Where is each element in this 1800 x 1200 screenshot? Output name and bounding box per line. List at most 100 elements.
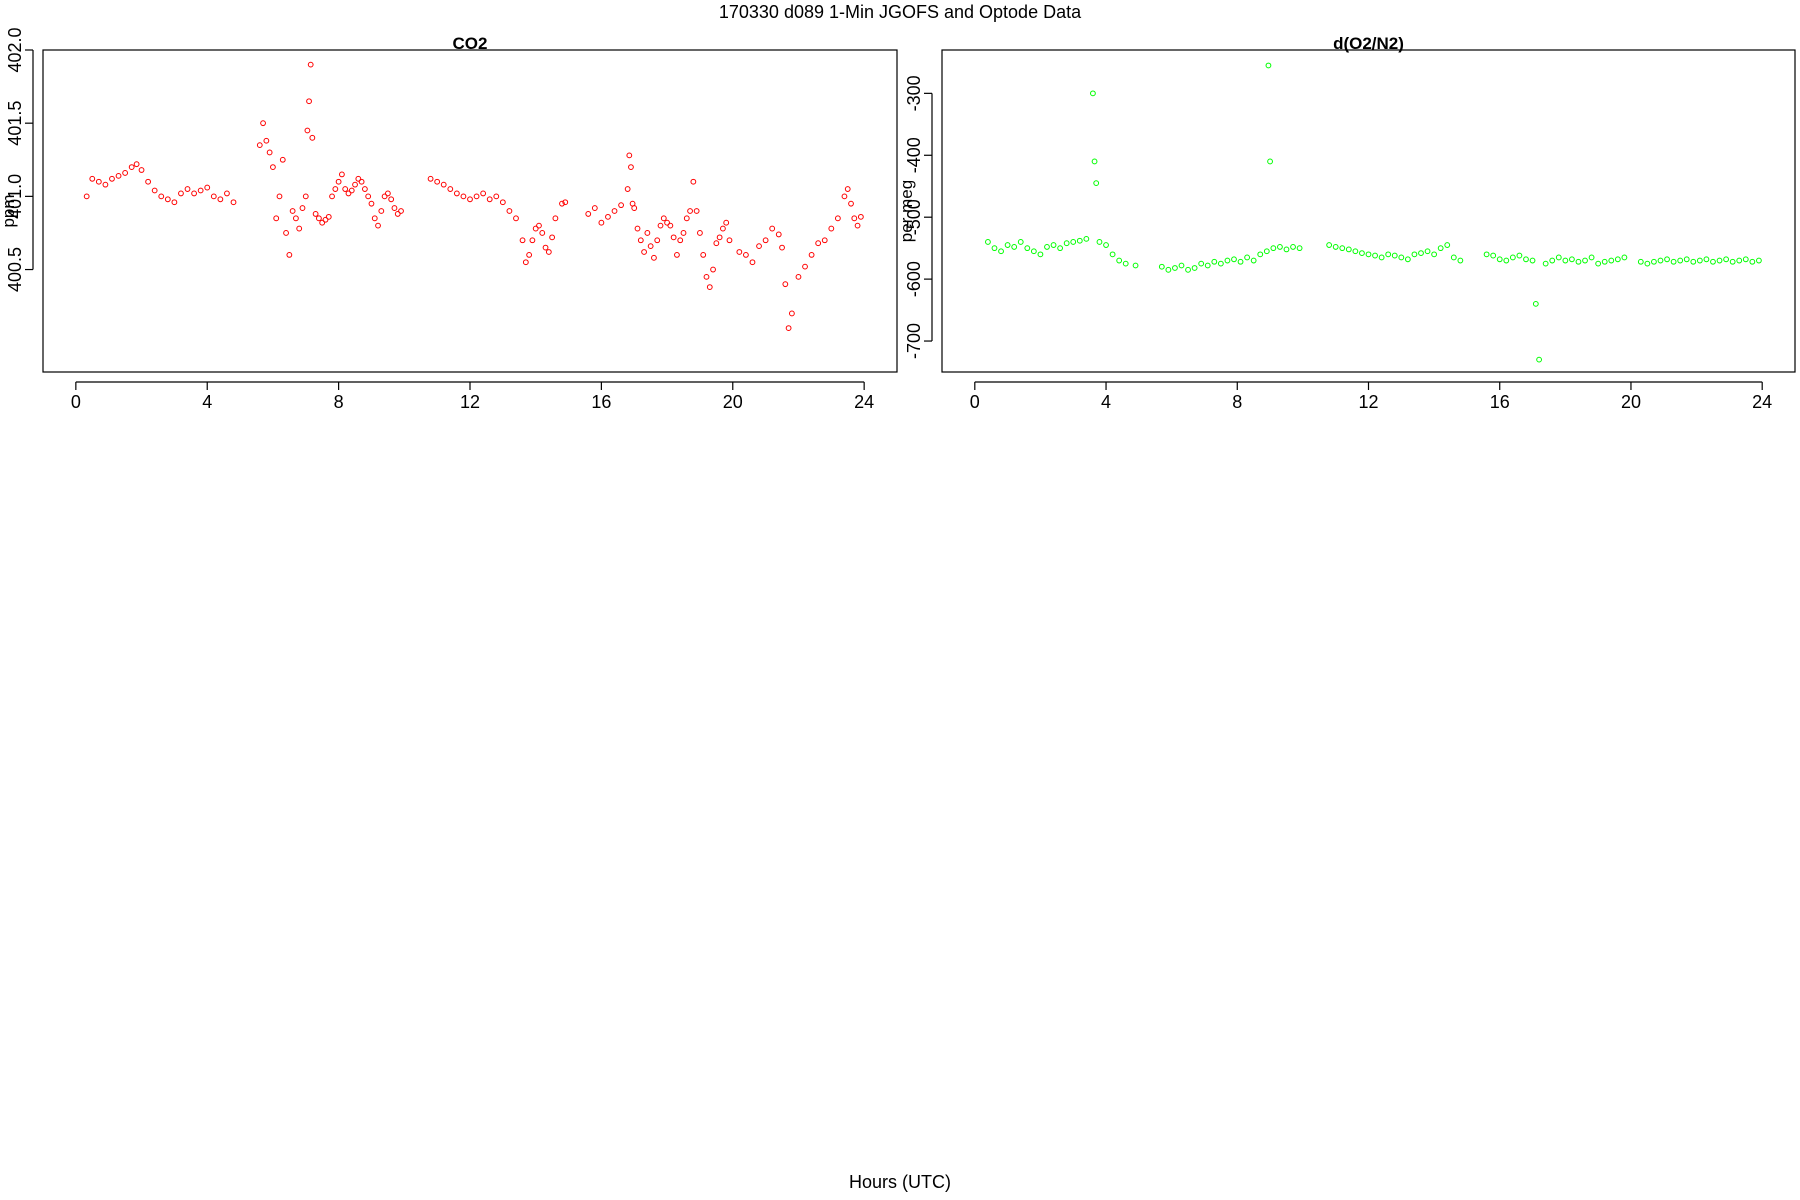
x-tick-label: 8 (1232, 392, 1242, 412)
data-point (178, 190, 184, 197)
data-point (815, 240, 822, 247)
data-point (286, 252, 293, 258)
data-point (447, 186, 454, 192)
data-point (1030, 248, 1037, 255)
data-point (158, 193, 165, 200)
data-point (378, 208, 385, 214)
data-point (1359, 250, 1365, 257)
data-point (1024, 245, 1031, 252)
x-tick-label: 20 (723, 392, 743, 412)
data-point (133, 161, 140, 168)
data-point (1250, 257, 1257, 264)
data-point (1529, 257, 1536, 264)
data-point (499, 199, 506, 206)
data-point (210, 193, 217, 200)
data-point (1017, 239, 1024, 245)
data-point (522, 259, 529, 266)
data-point (1178, 262, 1185, 269)
data-point (348, 187, 355, 194)
data-point (674, 252, 680, 258)
data-point (1296, 245, 1303, 252)
x-tick-label: 4 (202, 392, 212, 412)
data-point (1237, 258, 1244, 265)
data-point (644, 230, 651, 236)
data-point (1165, 266, 1172, 273)
data-point (749, 259, 756, 266)
data-point (1217, 260, 1224, 267)
data-point (851, 215, 858, 222)
data-point (828, 225, 835, 232)
data-point (1116, 257, 1123, 264)
data-point (270, 164, 276, 170)
data-point (319, 219, 326, 226)
plot-frame (941, 49, 1796, 373)
data-point (844, 186, 851, 192)
data-point (1044, 244, 1050, 250)
data-point (256, 142, 263, 149)
x-axis-label: Hours (UTC) (849, 1172, 951, 1192)
data-point (631, 205, 638, 211)
data-point (1096, 239, 1103, 245)
data-point (624, 186, 631, 192)
data-point (1588, 254, 1595, 261)
data-point (266, 149, 273, 156)
data-point (1093, 180, 1100, 187)
data-point (743, 252, 749, 258)
data-point (788, 310, 795, 317)
data-point (115, 172, 122, 179)
data-point (1172, 265, 1178, 271)
data-point (398, 208, 404, 214)
data-point (670, 234, 677, 241)
data-point (1158, 263, 1165, 270)
data-point (276, 193, 283, 200)
figure-title: 170330 d089 1-Min JGOFS and Optode Data (718, 2, 1082, 22)
data-point (1122, 260, 1129, 267)
data-point (440, 181, 447, 188)
data-point (821, 237, 828, 244)
data-point (713, 240, 720, 247)
data-point (726, 237, 733, 244)
data-point (1444, 242, 1451, 248)
data-point (1326, 242, 1333, 248)
data-point (1083, 235, 1090, 242)
data-point (1385, 251, 1392, 258)
y-tick-label: 401.0 (5, 174, 25, 219)
data-point (598, 219, 605, 226)
data-point (1398, 254, 1405, 261)
data-point (1345, 246, 1352, 253)
data-point (736, 249, 743, 255)
data-point (1372, 252, 1378, 259)
x-tick-label: 24 (854, 392, 874, 412)
data-point (664, 219, 670, 226)
data-point (703, 273, 710, 280)
data-point (1090, 90, 1096, 97)
data-point (1185, 266, 1191, 273)
data-point (1224, 257, 1231, 264)
data-point (552, 215, 559, 222)
data-point (325, 213, 332, 220)
data-point (1749, 258, 1756, 265)
data-point (1283, 246, 1290, 253)
data-point (368, 200, 375, 207)
data-point (710, 266, 716, 273)
data-point (1257, 251, 1264, 258)
data-point (230, 199, 237, 206)
data-point (138, 167, 145, 173)
data-point (332, 186, 339, 192)
data-point (605, 213, 611, 220)
data-point (1516, 252, 1523, 259)
data-point (756, 243, 762, 250)
data-point (1270, 245, 1277, 252)
data-point (775, 231, 782, 238)
data-point (1756, 257, 1762, 264)
data-point (1614, 256, 1621, 263)
data-point (834, 215, 841, 222)
data-point (128, 164, 135, 170)
data-point (306, 98, 312, 105)
data-point (1651, 258, 1657, 265)
data-point (779, 244, 785, 251)
data-point (506, 208, 513, 214)
data-point (342, 186, 349, 192)
data-point (191, 190, 197, 197)
data-point (184, 186, 191, 192)
